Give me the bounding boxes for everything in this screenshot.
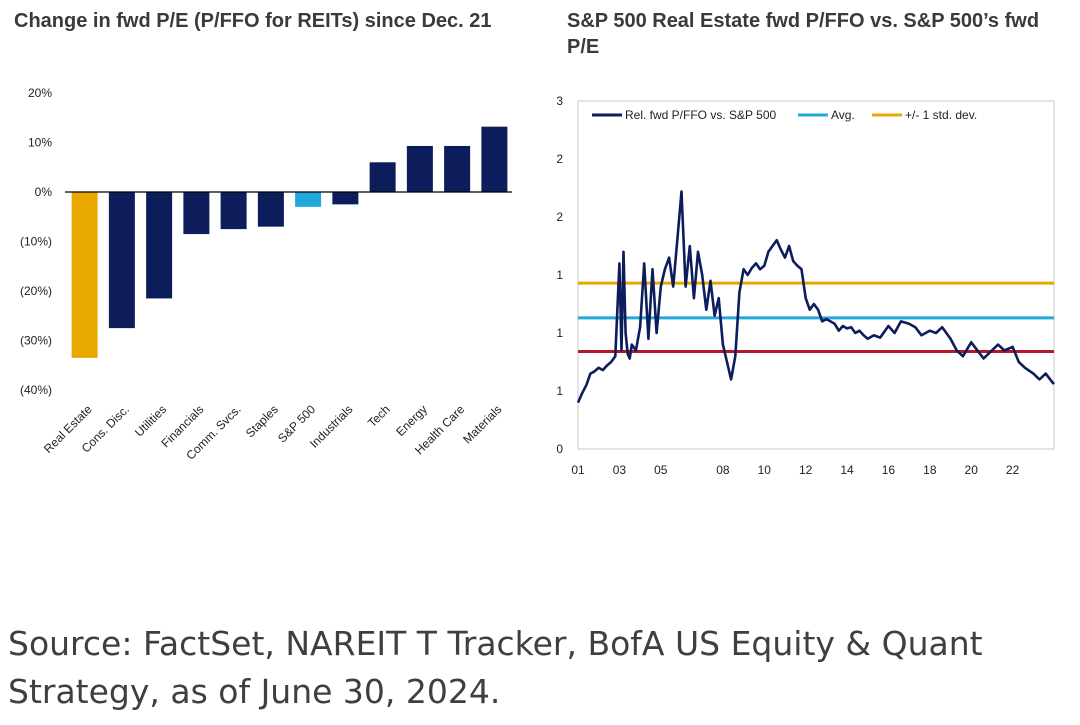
y-tick-label: 1 (556, 384, 563, 398)
x-tick-label: 14 (840, 463, 854, 477)
bar (220, 192, 247, 230)
x-tick-label: 18 (923, 463, 937, 477)
y-tick-label: (10%) (20, 235, 52, 249)
y-tick-label: 3 (556, 94, 563, 108)
bar (332, 192, 359, 205)
bar (146, 192, 173, 299)
bar (295, 192, 322, 207)
bar (481, 126, 508, 192)
x-tick-label: 16 (882, 463, 896, 477)
y-tick-label: (20%) (20, 284, 52, 298)
y-tick-label: 1 (556, 326, 563, 340)
y-tick-label: (40%) (20, 383, 52, 397)
plot-frame (577, 100, 1055, 450)
right-chart-title: S&P 500 Real Estate fwd P/FFO vs. S&P 50… (567, 10, 1040, 58)
y-tick-label: (30%) (20, 334, 52, 348)
legend-item-std-dev-label: +/- 1 std. dev. (905, 108, 977, 122)
bar (369, 162, 396, 192)
bar (108, 192, 135, 329)
bar (257, 192, 284, 227)
y-tick-label: 0% (35, 185, 53, 199)
legend-item-avg-label: Avg. (831, 108, 855, 122)
x-tick-label: 20 (965, 463, 979, 477)
y-tick-label: 2 (556, 152, 563, 166)
left-chart-title: Change in fwd P/E (P/FFO for REITs) sinc… (14, 10, 492, 32)
bar (183, 192, 210, 235)
y-tick-label: 0 (556, 442, 563, 456)
y-tick-label: 2 (556, 210, 563, 224)
legend-item-rel-fwd-label: Rel. fwd P/FFO vs. S&P 500 (625, 108, 776, 122)
x-tick-label: 22 (1006, 463, 1020, 477)
x-tick-label: 10 (758, 463, 772, 477)
x-tick-label: 03 (613, 463, 627, 477)
x-tick-label: 05 (654, 463, 668, 477)
x-tick-label: 12 (799, 463, 813, 477)
bar (444, 145, 471, 192)
bar-chart: 20%10%0%(10%)(20%)(30%)(40%)Real EstateC… (20, 86, 512, 463)
source-note: Source: FactSet, NAREIT T Tracker, BofA … (8, 624, 983, 711)
x-tick-label: 08 (716, 463, 730, 477)
y-tick-label: 10% (28, 136, 52, 150)
bar (406, 145, 433, 192)
y-tick-label: 20% (28, 86, 52, 100)
y-tick-label: 1 (556, 268, 563, 282)
series-line-rel-fwd-pffo (576, 190, 1055, 404)
x-tick-label: 01 (571, 463, 585, 477)
bar (71, 192, 98, 358)
